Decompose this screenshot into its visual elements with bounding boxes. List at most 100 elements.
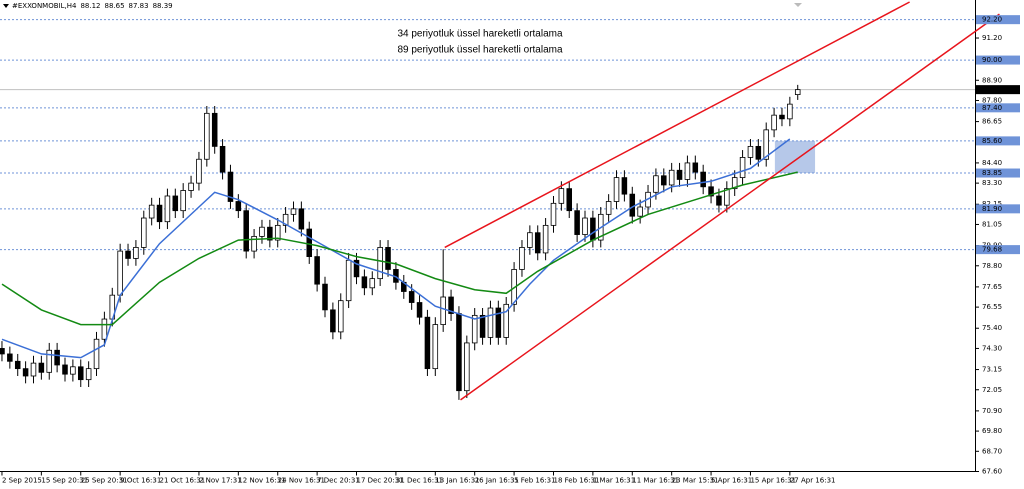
- candle-body: [148, 204, 155, 219]
- y-tick-label: 73.15: [982, 366, 1002, 374]
- level-label-box: [976, 168, 1020, 178]
- x-tick-label: 24 Nov 16:31: [278, 477, 325, 485]
- x-tick-label: 25 Sep 20:31: [81, 477, 128, 485]
- candle-body: [550, 202, 557, 226]
- x-tick-label: 12 Nov 16:31: [238, 477, 285, 485]
- y-tick-label: 91.20: [982, 34, 1002, 42]
- candle-body: [503, 303, 509, 338]
- candle-body: [408, 291, 415, 303]
- candle-body: [377, 247, 383, 280]
- candle-body: [527, 232, 533, 248]
- candle-body: [692, 162, 699, 173]
- candle-body: [7, 353, 13, 362]
- x-tick-label: 2 Nov 17:31: [199, 477, 242, 485]
- candle-body: [141, 217, 147, 248]
- candle-body: [479, 314, 486, 338]
- candle-body: [558, 188, 565, 204]
- x-tick-label: 5 Feb 16:31: [514, 477, 555, 485]
- level-label-box: [976, 204, 1020, 214]
- candle-body: [708, 186, 714, 197]
- plot-area: [0, 19, 975, 400]
- candle-body: [196, 158, 202, 184]
- candle-body: [566, 188, 573, 212]
- y-tick-label: 68.70: [982, 447, 1002, 455]
- candle-body: [337, 300, 344, 333]
- trendline: [444, 1, 910, 249]
- candle-body: [369, 278, 376, 289]
- symbol-name: #EXXONMOBIL,H4: [12, 2, 77, 10]
- x-tick-label: 26 Jan 16:31: [475, 477, 519, 485]
- y-tick-label: 69.80: [982, 427, 1002, 435]
- moving-average: [1, 171, 798, 326]
- candle-body: [464, 342, 470, 392]
- moving-average: [1, 138, 791, 359]
- y-tick-label: 70.90: [982, 407, 1002, 415]
- candle-body: [46, 349, 53, 373]
- level-label: 85.60: [982, 137, 1002, 145]
- candle-body: [700, 171, 706, 188]
- candle-body: [345, 259, 352, 302]
- candle-body: [259, 226, 265, 237]
- menu-arrow: [3, 4, 9, 8]
- candle-body: [85, 368, 92, 381]
- candle-body: [716, 195, 722, 206]
- candle-body: [38, 362, 45, 373]
- candle-body: [661, 175, 667, 186]
- candle-body: [448, 296, 454, 314]
- level-label: 79.68: [982, 246, 1002, 254]
- y-tick-label: 78.80: [982, 262, 1002, 270]
- y-tick-label: 83.30: [982, 179, 1002, 187]
- candle-body: [125, 250, 131, 259]
- candle-body: [30, 362, 37, 377]
- candle-body: [219, 145, 226, 173]
- candle-body: [211, 112, 218, 147]
- y-tick-label: 87.80: [982, 96, 1002, 104]
- candle-body: [534, 232, 541, 254]
- candle-body: [739, 157, 746, 179]
- x-tick-label: 21 Oct 16:31: [160, 477, 206, 485]
- candle-body: [77, 366, 84, 381]
- candle-body: [747, 145, 754, 158]
- candle-body: [432, 324, 439, 370]
- ohlc-open: 88.12: [80, 2, 100, 10]
- candle-body: [653, 175, 659, 193]
- candle-body: [763, 129, 769, 160]
- candle-body: [62, 364, 68, 375]
- candle-body: [629, 193, 636, 217]
- candle-body: [54, 349, 60, 366]
- candle-body: [156, 204, 163, 223]
- candle-body: [22, 368, 29, 377]
- level-label-box: [976, 245, 1020, 255]
- y-tick-label: 86.65: [982, 118, 1002, 126]
- candle-body: [235, 201, 242, 212]
- candle-body: [574, 210, 580, 235]
- candle-body: [771, 114, 777, 131]
- candle-body: [605, 201, 612, 215]
- candle-body: [14, 360, 21, 370]
- candle-body: [787, 103, 793, 120]
- y-tick-label: 74.30: [982, 344, 1002, 352]
- x-tick-label: 9 Oct 16:31: [120, 477, 161, 485]
- candle-body: [755, 145, 762, 160]
- candle-body: [0, 348, 5, 355]
- y-tick-label: 75.40: [982, 324, 1002, 332]
- candle-body: [353, 259, 360, 278]
- candle-body: [613, 177, 620, 202]
- candle-body: [330, 309, 336, 333]
- candle-body: [306, 228, 313, 257]
- candle-body: [227, 171, 234, 202]
- candle-body: [731, 177, 738, 190]
- candle-body: [290, 208, 297, 215]
- candle-body: [70, 366, 76, 375]
- candle-body: [684, 162, 691, 180]
- candle-body: [440, 296, 446, 325]
- candle-body: [471, 314, 478, 344]
- zone: [774, 140, 816, 174]
- level-label-box: [976, 15, 1020, 25]
- level-label-box: [976, 55, 1020, 65]
- x-tick-label: 15 Apr 16:31: [750, 477, 796, 485]
- ohlc-low: 87.83: [129, 2, 149, 10]
- candle-body: [314, 256, 320, 285]
- candle-body: [779, 114, 785, 120]
